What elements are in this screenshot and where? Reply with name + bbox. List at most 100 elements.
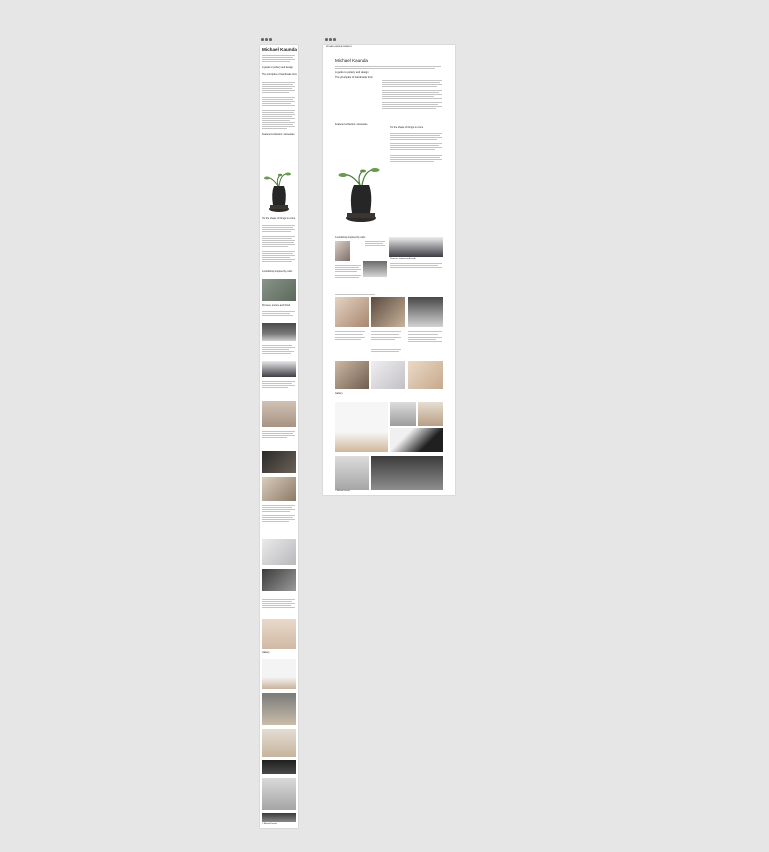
text-block <box>382 82 440 83</box>
text-block <box>408 331 442 332</box>
gallery-image[interactable] <box>262 659 296 689</box>
text-block <box>390 147 442 148</box>
text-block <box>371 337 401 338</box>
gallery-image[interactable] <box>262 539 296 565</box>
text-block <box>262 99 293 100</box>
text-block <box>262 311 295 312</box>
text-block <box>262 257 290 258</box>
vase-image[interactable] <box>262 141 296 215</box>
text-block <box>262 433 293 434</box>
text-block <box>390 265 438 266</box>
text-block <box>335 334 363 335</box>
gallery-image[interactable] <box>262 693 296 725</box>
text-block <box>262 126 295 127</box>
gallery-image[interactable] <box>389 237 443 257</box>
section-heading-featured: Featured collection: stoneware <box>335 123 368 126</box>
gallery-image[interactable] <box>262 569 296 591</box>
gallery-image[interactable] <box>262 729 296 757</box>
text-block <box>262 383 292 384</box>
gallery-image[interactable] <box>262 323 296 341</box>
text-block <box>262 385 295 386</box>
gallery-image[interactable] <box>390 402 416 426</box>
text-block <box>262 103 291 104</box>
section-heading-intro: A guide to pottery and design <box>262 66 293 69</box>
gallery-image[interactable] <box>335 361 369 389</box>
gallery-image[interactable] <box>408 297 443 327</box>
site-footer: © Michael Kaunda <box>335 490 350 492</box>
text-block <box>262 353 291 354</box>
text-block <box>390 155 442 156</box>
more-horizontal-icon <box>261 38 272 41</box>
nav-brand[interactable]: MICHAEL KAUNDA CERAMICS <box>326 46 352 48</box>
gallery-image[interactable] <box>371 456 443 490</box>
text-block <box>408 339 436 340</box>
text-block <box>262 251 295 252</box>
gallery-image[interactable] <box>262 477 296 501</box>
text-block <box>335 294 375 295</box>
text-block <box>262 381 295 382</box>
text-block <box>408 341 442 342</box>
text-block <box>335 267 359 268</box>
desktop-frame: MICHAEL KAUNDA CERAMICS Michael Kaunda A… <box>323 45 455 495</box>
gallery-image[interactable] <box>335 297 369 327</box>
gallery-image[interactable] <box>335 241 350 261</box>
gallery-image[interactable] <box>408 361 443 389</box>
site-title: Michael Kaunda <box>262 47 297 52</box>
text-block <box>262 601 292 602</box>
gallery-image[interactable] <box>363 261 387 277</box>
text-block <box>262 229 295 230</box>
text-block <box>335 271 357 272</box>
text-block <box>262 599 295 600</box>
text-block <box>382 102 442 103</box>
text-block <box>335 339 361 340</box>
desktop-frame-menu[interactable] <box>325 36 336 43</box>
text-block <box>390 139 437 140</box>
more-horizontal-icon <box>325 38 336 41</box>
mobile-frame-menu[interactable] <box>261 36 272 43</box>
gallery-image[interactable] <box>262 619 296 649</box>
text-block <box>390 133 442 134</box>
text-block <box>262 112 294 113</box>
text-block <box>262 122 295 123</box>
site-footer: © Michael Kaunda <box>262 823 277 825</box>
vase-image[interactable] <box>335 129 388 235</box>
gallery-image[interactable] <box>262 279 296 301</box>
text-block <box>262 347 295 348</box>
text-block <box>262 387 288 388</box>
text-block <box>365 241 385 242</box>
text-block <box>371 351 399 352</box>
text-block <box>382 90 442 91</box>
gallery-image[interactable] <box>262 760 296 774</box>
text-block <box>390 161 434 162</box>
text-block <box>262 345 292 346</box>
text-block <box>262 231 291 232</box>
text-block <box>390 137 442 138</box>
text-block <box>262 244 295 245</box>
gallery-image[interactable] <box>262 778 296 810</box>
gallery-image[interactable] <box>418 402 443 426</box>
text-block <box>382 80 442 81</box>
gallery-image[interactable] <box>390 428 443 452</box>
text-block <box>390 135 440 136</box>
gallery-image[interactable] <box>262 451 296 473</box>
text-block <box>382 98 442 99</box>
section-heading-about: The principles of handmade form <box>262 73 297 76</box>
text-block <box>262 116 292 117</box>
gallery-image[interactable] <box>335 456 369 490</box>
text-block <box>262 86 295 87</box>
gallery-image[interactable] <box>335 402 388 452</box>
text-block <box>382 106 442 107</box>
text-block <box>262 57 293 58</box>
gallery-image[interactable] <box>262 813 296 822</box>
text-block <box>262 259 295 260</box>
text-block <box>390 143 442 144</box>
section-heading-featured-side: On the shape of things to come <box>262 217 296 220</box>
gallery-image[interactable] <box>371 361 405 389</box>
text-block <box>262 59 295 60</box>
gallery-image[interactable] <box>262 401 296 427</box>
text-block <box>390 263 442 264</box>
gallery-image[interactable] <box>371 297 405 327</box>
gallery-image[interactable] <box>262 361 296 377</box>
card-title: Process, texture and finish <box>262 304 291 307</box>
text-block <box>408 334 438 335</box>
